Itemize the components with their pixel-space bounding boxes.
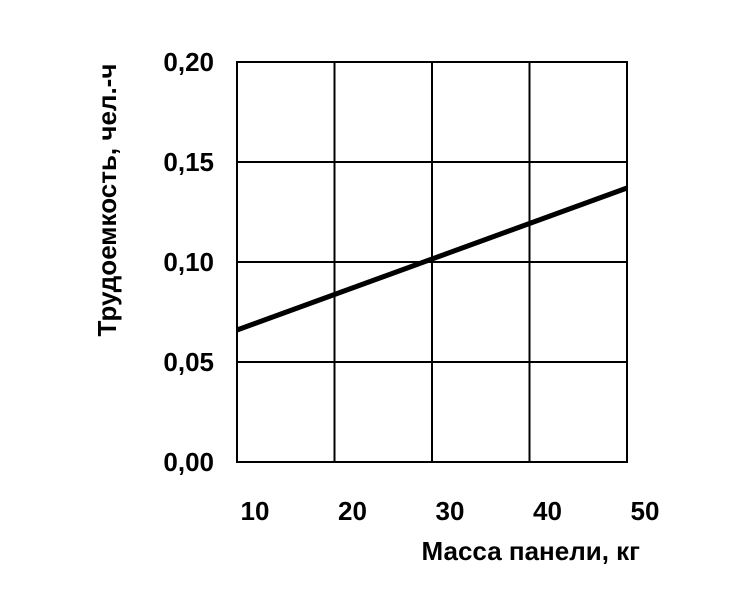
- x-tick-labels: 10 20 30 40 50: [241, 496, 660, 526]
- x-tick-label: 50: [631, 496, 660, 526]
- plot-frame: [236, 61, 628, 463]
- grid-layer: [237, 62, 627, 462]
- y-tick-label: 0,20: [163, 47, 214, 77]
- series-layer: [236, 185, 628, 333]
- frame-layer: [236, 61, 628, 463]
- y-axis-title: Трудоемкость, чел.-ч: [92, 64, 122, 337]
- y-tick-labels: 0,00 0,05 0,10 0,15 0,20: [163, 47, 214, 477]
- series-line-0: [236, 185, 628, 333]
- x-tick-label: 10: [241, 496, 270, 526]
- x-tick-label: 20: [338, 496, 367, 526]
- x-tick-label: 40: [533, 496, 562, 526]
- x-axis-title: Масса панели, кг: [422, 536, 641, 566]
- y-tick-label: 0,10: [163, 247, 214, 277]
- x-tick-label: 30: [436, 496, 465, 526]
- y-tick-label: 0,00: [163, 447, 214, 477]
- y-tick-label: 0,05: [163, 347, 214, 377]
- y-tick-label: 0,15: [163, 147, 214, 177]
